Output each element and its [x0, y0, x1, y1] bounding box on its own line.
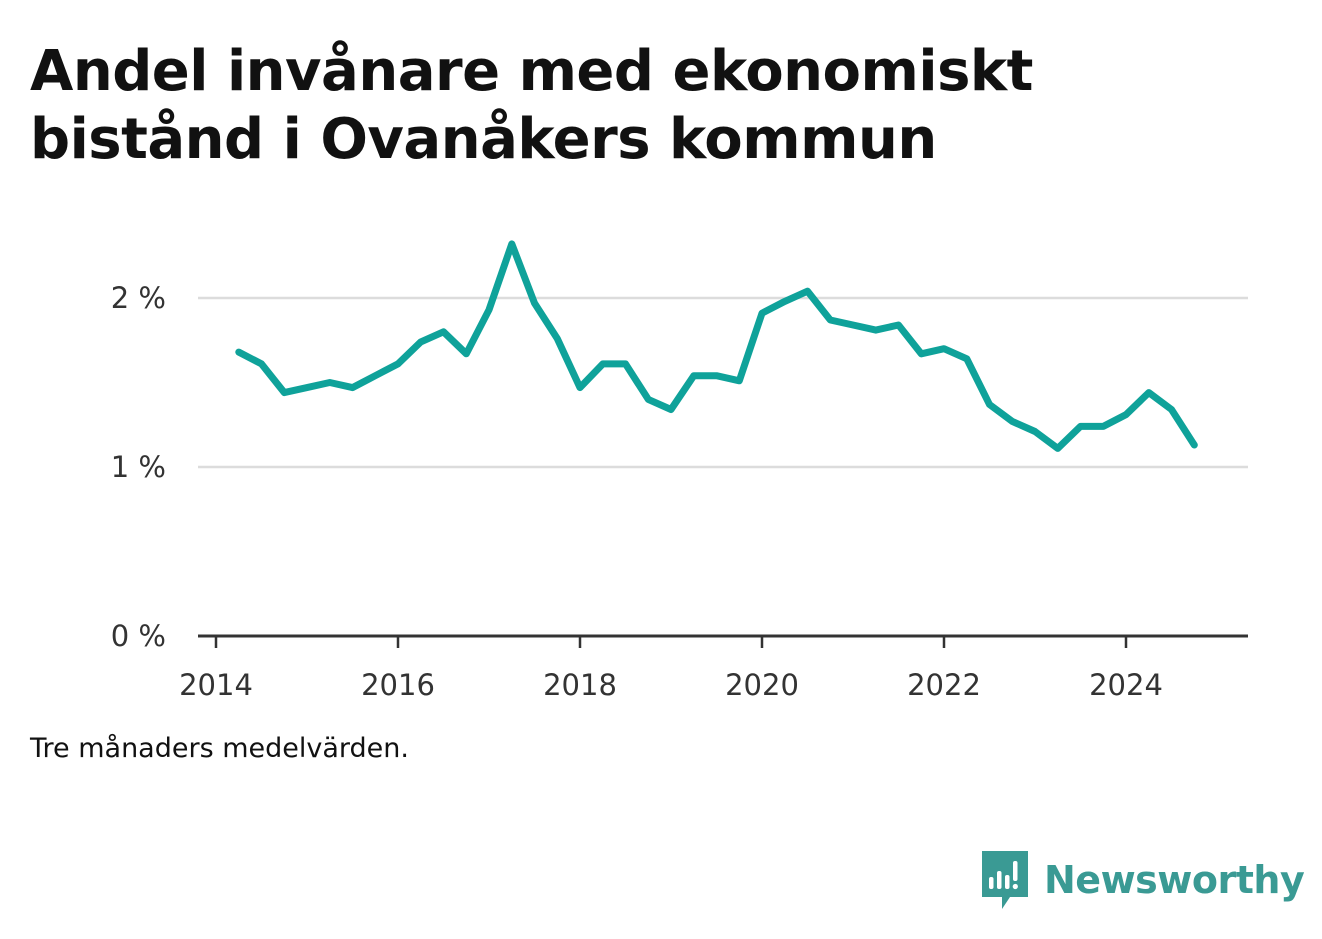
series [235, 240, 1198, 452]
x-tick-label: 2020 [725, 668, 799, 702]
x-tick-label: 2016 [361, 668, 435, 702]
footnote: Tre månaders medelvärden. [30, 733, 409, 764]
x-tick-label: 2024 [1089, 668, 1163, 702]
x-tick-label: 2014 [179, 668, 253, 702]
newsworthy-logo-icon [982, 851, 1028, 909]
y-tick-label: 2 % [111, 281, 166, 315]
y-tick-label: 1 % [111, 450, 166, 484]
x-tick-label: 2022 [907, 668, 981, 702]
brand-logo: Newsworthy [980, 848, 1305, 912]
y-tick-label: 0 % [111, 619, 166, 653]
x-tick-label: 2018 [543, 668, 617, 702]
series-line [235, 240, 1198, 452]
chart-title: Andel invånare med ekonomiskt bistånd i … [30, 39, 1033, 172]
gridlines [198, 296, 1248, 469]
brand-name: Newsworthy [1044, 858, 1305, 902]
axes: 0 % 1 % 2 % 2014 2016 2018 2020 2022 2024 [111, 281, 1248, 702]
